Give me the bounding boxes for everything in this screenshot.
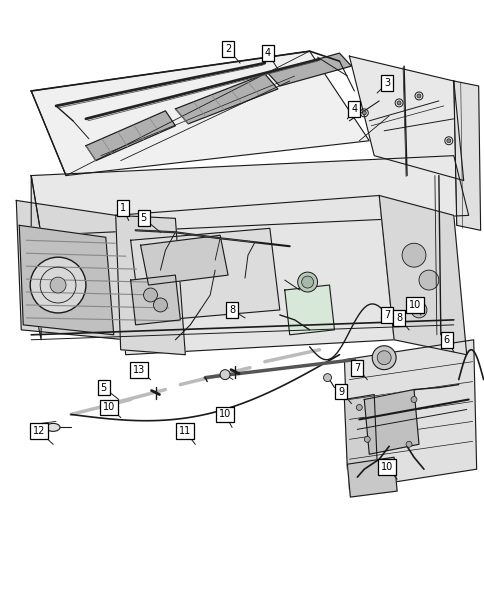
- Polygon shape: [31, 176, 41, 340]
- Text: 7: 7: [383, 310, 390, 320]
- Circle shape: [50, 277, 66, 293]
- Circle shape: [220, 370, 229, 379]
- Circle shape: [401, 243, 425, 267]
- Text: 11: 11: [179, 427, 191, 437]
- Text: 10: 10: [408, 300, 420, 310]
- Polygon shape: [344, 340, 476, 489]
- Polygon shape: [140, 235, 227, 285]
- Text: 4: 4: [350, 104, 357, 114]
- Polygon shape: [116, 195, 393, 355]
- Circle shape: [418, 270, 438, 290]
- Circle shape: [143, 288, 157, 302]
- Text: 3: 3: [383, 78, 390, 88]
- Circle shape: [405, 441, 411, 447]
- Circle shape: [396, 101, 400, 105]
- Polygon shape: [453, 81, 480, 230]
- Polygon shape: [347, 457, 396, 497]
- Circle shape: [153, 298, 167, 312]
- Polygon shape: [284, 285, 334, 335]
- Circle shape: [30, 257, 86, 313]
- Text: 10: 10: [103, 402, 115, 412]
- Polygon shape: [116, 215, 185, 355]
- Text: 12: 12: [33, 427, 45, 437]
- Circle shape: [301, 276, 313, 288]
- Polygon shape: [130, 275, 180, 325]
- Circle shape: [410, 302, 426, 318]
- Circle shape: [416, 94, 420, 98]
- Text: 4: 4: [264, 48, 271, 58]
- Circle shape: [377, 350, 390, 365]
- Circle shape: [362, 111, 365, 115]
- Polygon shape: [19, 225, 114, 335]
- Text: 5: 5: [101, 382, 106, 392]
- Text: 8: 8: [228, 305, 235, 315]
- Polygon shape: [175, 74, 277, 124]
- Circle shape: [356, 405, 362, 411]
- Text: 1: 1: [120, 204, 125, 214]
- Text: 13: 13: [132, 365, 144, 375]
- Polygon shape: [31, 51, 368, 176]
- Polygon shape: [348, 56, 463, 181]
- Circle shape: [323, 373, 331, 382]
- Text: 7: 7: [353, 363, 360, 373]
- Text: 10: 10: [218, 409, 231, 419]
- Text: 2: 2: [225, 44, 231, 54]
- Circle shape: [446, 139, 450, 143]
- Circle shape: [297, 272, 317, 292]
- Circle shape: [363, 437, 369, 442]
- Circle shape: [372, 346, 395, 370]
- Polygon shape: [267, 53, 350, 86]
- Polygon shape: [344, 395, 377, 469]
- Text: 5: 5: [140, 214, 146, 224]
- Text: 6: 6: [443, 335, 449, 345]
- Ellipse shape: [46, 424, 60, 431]
- Polygon shape: [86, 111, 175, 160]
- Text: 10: 10: [380, 462, 393, 472]
- Polygon shape: [363, 389, 418, 454]
- Text: 8: 8: [395, 313, 401, 323]
- Polygon shape: [130, 228, 279, 322]
- Circle shape: [410, 396, 416, 402]
- Polygon shape: [16, 201, 125, 340]
- Polygon shape: [378, 195, 466, 355]
- Polygon shape: [31, 156, 468, 235]
- Text: 9: 9: [338, 386, 344, 396]
